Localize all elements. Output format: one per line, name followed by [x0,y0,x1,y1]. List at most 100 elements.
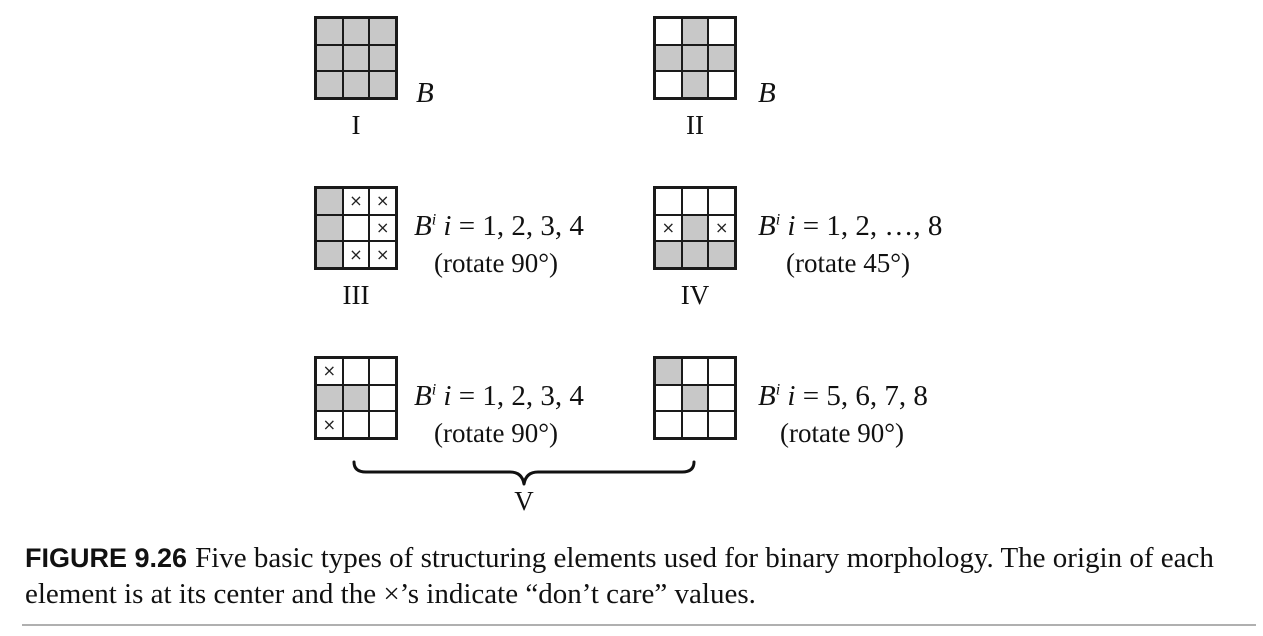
filled-cell [369,71,396,98]
index-equation-iv: Bi i = 1, 2, …, 8 [758,212,942,241]
filled-cell [316,18,343,45]
index-var-v-right: i [787,380,796,412]
dont-care-mark: × [661,217,676,237]
filled-cell [708,44,735,72]
empty-cell [708,18,735,45]
figure-caption: FIGURE 9.26 Five basic types of structuri… [25,540,1240,612]
index-equation-v-right: Bi i = 5, 6, 7, 8 [758,382,928,411]
filled-cell [369,44,396,72]
structuring-element-grid-v-left: × × [314,356,398,440]
empty-cell [708,411,735,438]
empty-cell [342,358,370,385]
superscript-iv: i [775,211,781,229]
filled-cell [681,44,709,72]
index-values-iii: = 1, 2, 3, 4 [451,210,584,242]
dont-care-mark: × [349,191,363,211]
dont-care-mark: × [322,361,337,381]
rotate-note-v-left: (rotate 90°) [434,418,558,448]
dont-care-cell: × [369,188,396,215]
dont-care-cell: × [708,214,735,242]
empty-cell [681,188,709,215]
dont-care-cell: × [369,241,396,268]
dont-care-mark: × [375,244,390,264]
filled-cell [342,71,370,98]
dont-care-mark: × [375,191,390,211]
empty-cell [708,384,735,412]
dont-care-mark: × [322,414,337,434]
index-var-iii: i [443,210,452,242]
rotate-note-iv: (rotate 45°) [786,248,910,278]
filled-cell [369,18,396,45]
filled-cell [708,241,735,268]
empty-cell [655,71,682,98]
filled-cell [316,188,343,215]
filled-cell [681,214,709,242]
filled-cell [681,71,709,98]
index-equation-iii: Bi i = 1, 2, 3, 4 [414,212,584,241]
index-var-iv: i [787,210,796,242]
figure-label: FIGURE 9.26 [25,543,188,573]
label-iv: IV [680,280,710,310]
structuring-element-grid-v-right [653,356,737,440]
filled-cell [681,384,709,412]
group-brace [352,460,696,486]
structuring-element-grid-ii [653,16,737,100]
label-iii: III [342,280,370,310]
index-values-v-left: = 1, 2, 3, 4 [451,380,584,412]
symbol-b-iv: B [758,210,776,242]
empty-cell [655,18,682,45]
filled-cell [342,384,370,412]
dont-care-mark: × [349,244,363,264]
empty-cell [708,188,735,215]
dont-care-cell: × [369,214,396,242]
dont-care-cell: × [342,241,370,268]
symbol-b-v-left: B [414,380,432,412]
superscript-v-right: i [775,381,781,399]
empty-cell [655,188,682,215]
symbol-b-v-right: B [758,380,776,412]
dont-care-mark: × [375,217,390,237]
symbol-b-i: B [416,77,434,109]
symbol-b-ii: B [758,77,776,109]
index-values-v-right: = 5, 6, 7, 8 [795,380,928,412]
empty-cell [708,358,735,385]
structuring-element-grid-iv: × × [653,186,737,270]
filled-cell [342,18,370,45]
structuring-element-grid-iii: × × × × × [314,186,398,270]
index-equation-v-left: Bi i = 1, 2, 3, 4 [414,382,584,411]
structuring-element-grid-i [314,16,398,100]
filled-cell [316,241,343,268]
dont-care-cell: × [655,214,682,242]
rotate-note-iii: (rotate 90°) [434,248,558,278]
empty-cell [708,71,735,98]
empty-cell [655,384,682,412]
caption-text: Five basic types of structuring elements… [25,542,1214,610]
index-var-v-left: i [443,380,452,412]
filled-cell [316,44,343,72]
empty-cell [681,358,709,385]
filled-cell [342,44,370,72]
label-v: V [514,486,534,516]
empty-cell [369,358,396,385]
empty-cell [681,411,709,438]
filled-cell [681,241,709,268]
dont-care-mark: × [714,217,729,237]
filled-cell [655,44,682,72]
label-i: I [351,110,361,140]
superscript-iii: i [431,211,437,229]
index-values-iv: = 1, 2, …, 8 [795,210,943,242]
dont-care-cell: × [316,411,343,438]
superscript-v-left: i [431,381,437,399]
empty-cell [655,411,682,438]
dont-care-cell: × [342,188,370,215]
empty-cell [342,411,370,438]
empty-cell [369,384,396,412]
empty-cell [369,411,396,438]
label-ii: II [686,110,704,140]
filled-cell [655,358,682,385]
filled-cell [655,241,682,268]
caption-rule [22,624,1256,626]
dont-care-cell: × [316,358,343,385]
empty-cell [342,214,370,242]
filled-cell [681,18,709,45]
